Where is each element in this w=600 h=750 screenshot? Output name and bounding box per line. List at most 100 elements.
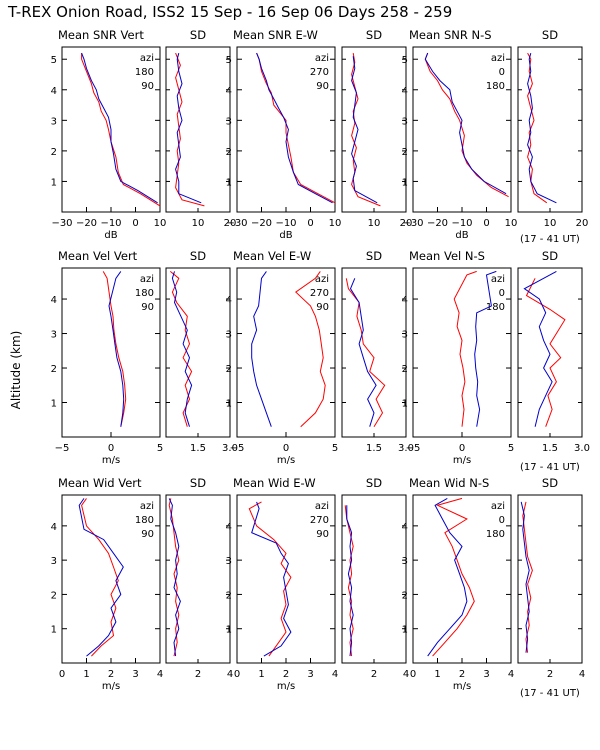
- mean-series-red: [81, 53, 161, 207]
- mean-panel-title: Mean SNR Vert: [58, 28, 144, 42]
- x-tick-label: −20: [427, 218, 448, 229]
- time-note-row-1: (17 - 41 UT): [520, 234, 580, 245]
- x-tick-label: 4: [332, 669, 338, 680]
- legend-red-label: 180: [135, 67, 154, 78]
- x-tick-label: −30: [51, 218, 72, 229]
- sd-series-red: [175, 52, 205, 207]
- y-tick-label: 4: [226, 295, 232, 306]
- x-axis-label: dB: [279, 230, 292, 241]
- x-tick-label: 3: [483, 669, 489, 680]
- x-tick-label: 0: [410, 669, 416, 680]
- legend-red-label: 180: [135, 515, 154, 526]
- legend-red-label: 270: [310, 67, 329, 78]
- legend-header: azi: [491, 53, 505, 64]
- x-tick-label: 3: [132, 669, 138, 680]
- x-tick-label: 2: [283, 669, 289, 680]
- y-tick-label: 2: [226, 364, 232, 375]
- legend-header: azi: [491, 501, 505, 512]
- panel-snr-0: Mean SNR Vert SD 1 2 3 4 5 −30 −20 −10 0 10 dB 10 20 az…: [51, 28, 237, 241]
- x-tick-label: −5: [406, 443, 421, 454]
- mean-panel-title: Mean Wid N-S: [409, 476, 489, 490]
- mean-series-blue: [474, 270, 497, 427]
- x-tick-label: 5: [157, 443, 163, 454]
- x-axis-label: m/s: [453, 455, 471, 466]
- sd-x-tick-label: 4: [579, 669, 585, 680]
- sd-x-tick-label: 2: [371, 669, 377, 680]
- sd-x-tick-label: 4: [403, 669, 409, 680]
- mean-series-blue: [251, 271, 272, 427]
- y-tick-label: 4: [51, 86, 57, 97]
- sd-x-tick-label: 1.5: [366, 443, 382, 454]
- mean-series-blue: [81, 52, 158, 204]
- mean-series-red: [248, 501, 292, 657]
- legend-header: azi: [315, 274, 329, 285]
- panel-vel-2: Mean Vel N-S SD 1 2 3 4 −5 0 5 m/s 1.5 3.0 azi 0 180: [402, 249, 590, 466]
- legend-header: azi: [491, 274, 505, 285]
- mean-series-red: [81, 498, 119, 657]
- x-tick-label: 1: [258, 669, 264, 680]
- legend-blue-label: 90: [316, 81, 329, 92]
- y-tick-label: 3: [51, 556, 57, 567]
- sd-x-tick-label: 10: [368, 218, 381, 229]
- sd-x-tick-label: 10: [192, 218, 205, 229]
- legend-blue-label: 90: [141, 81, 154, 92]
- y-tick-label: 4: [51, 522, 57, 533]
- x-axis-label: m/s: [102, 681, 120, 692]
- legend-header: azi: [315, 501, 329, 512]
- y-tick-label: 1: [226, 177, 232, 188]
- x-tick-label: −5: [55, 443, 70, 454]
- x-tick-label: −20: [76, 218, 97, 229]
- legend-header: azi: [140, 274, 154, 285]
- y-tick-label: 2: [402, 590, 408, 601]
- mean-series-blue: [256, 52, 333, 204]
- legend-red-label: 270: [310, 288, 329, 299]
- x-axis-label: m/s: [277, 455, 295, 466]
- row-vel: Mean Vel Vert SD 1 2 3 4 −5 0 5 m/s 1.5 3.0 azi 180 90…: [51, 249, 590, 466]
- y-tick-label: 3: [226, 330, 232, 341]
- sd-series-blue: [527, 52, 557, 204]
- sd-x-tick-label: 3.0: [574, 443, 590, 454]
- sd-series-red: [169, 271, 193, 427]
- legend-header: azi: [140, 53, 154, 64]
- sd-x-tick-label: 3.0: [222, 443, 238, 454]
- x-tick-label: 10: [505, 218, 518, 229]
- x-tick-label: 4: [508, 669, 514, 680]
- y-tick-label: 3: [51, 330, 57, 341]
- sd-x-tick-label: 1.5: [190, 443, 206, 454]
- panel-vel-0: Mean Vel Vert SD 1 2 3 4 −5 0 5 m/s 1.5 3.0 azi 180 90: [51, 249, 238, 466]
- x-tick-label: 0: [307, 218, 313, 229]
- sd-x-tick-label: 10: [544, 218, 557, 229]
- mean-series-blue: [424, 52, 507, 195]
- sd-series-blue: [346, 505, 354, 657]
- sd-x-tick-label: 1.5: [542, 443, 558, 454]
- sd-series-blue: [520, 501, 530, 653]
- y-tick-label: 3: [402, 330, 408, 341]
- sd-series-blue: [175, 52, 202, 204]
- sd-panel-title: SD: [190, 249, 206, 263]
- legend-blue-label: 90: [141, 529, 154, 540]
- y-tick-label: 1: [51, 625, 57, 636]
- x-axis-label: m/s: [277, 681, 295, 692]
- y-tick-label: 1: [402, 625, 408, 636]
- x-tick-label: 1: [83, 669, 89, 680]
- y-axis-label: Altitude (km): [9, 331, 23, 410]
- sd-x-tick-label: 20: [400, 218, 413, 229]
- sd-panel-title: SD: [542, 476, 558, 490]
- x-tick-label: 3: [307, 669, 313, 680]
- sd-series-red: [527, 52, 548, 204]
- mean-panel-frame: [412, 494, 512, 664]
- mean-series-red: [432, 497, 475, 657]
- y-tick-label: 4: [51, 295, 57, 306]
- sd-x-tick-label: 2: [195, 669, 201, 680]
- mean-series-red: [102, 271, 127, 427]
- panel-vel-1: Mean Vel E-W SD 1 2 3 4 −5 0 5 m/s 1.5 3.0 azi 270 90: [226, 249, 414, 466]
- sd-series-red: [168, 498, 180, 657]
- legend-red-label: 0: [499, 515, 505, 526]
- sd-panel-title: SD: [366, 249, 382, 263]
- sd-panel-frame: [341, 46, 407, 213]
- y-tick-label: 5: [226, 55, 232, 66]
- legend-red-label: 180: [135, 288, 154, 299]
